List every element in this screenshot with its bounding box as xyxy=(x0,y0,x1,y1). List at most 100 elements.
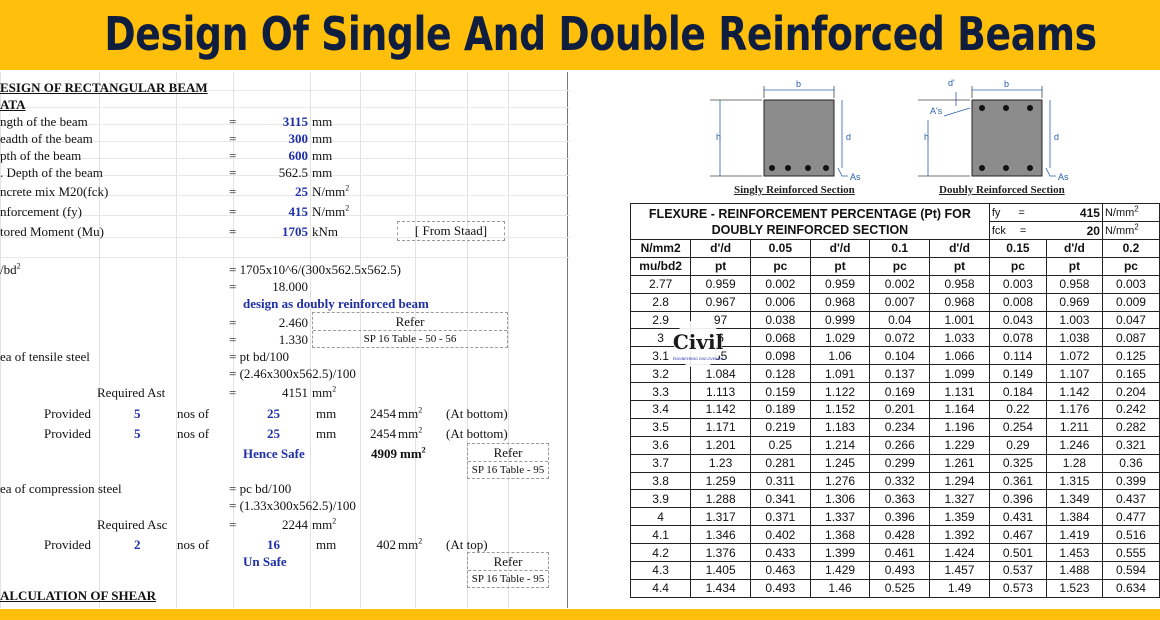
header-cell: N/mm2 xyxy=(629,239,692,258)
bar-diameter: 25 xyxy=(267,406,280,421)
nos-of: nos of xyxy=(177,406,210,421)
table-cell: 0.098 xyxy=(749,346,811,366)
table-cell: 0.594 xyxy=(1101,561,1160,580)
equals: = xyxy=(229,148,237,163)
table-cell: 1.399 xyxy=(809,543,871,563)
mu-bd2-cell: 3.4 xyxy=(629,400,692,419)
table-cell: 1.176 xyxy=(1045,400,1103,419)
table-cell: 1.46 xyxy=(809,578,871,598)
table-cell: 0.431 xyxy=(988,507,1047,527)
table-cell: 1.457 xyxy=(929,561,990,580)
table-cell: 1.376 xyxy=(690,543,751,563)
table-cell: 1.214 xyxy=(809,435,871,455)
table-cell: 1.113 xyxy=(690,382,751,402)
table-cell: 0.493 xyxy=(749,578,811,598)
table-cell: 1.405 xyxy=(690,561,751,580)
refer-label: Refer xyxy=(468,444,548,462)
header-cell: d'/d xyxy=(1045,239,1103,258)
row-line xyxy=(0,72,570,91)
dim-b: b xyxy=(1004,79,1009,89)
header-cell: 0.1 xyxy=(869,239,931,258)
header-cell: d'/d xyxy=(809,239,871,258)
table-cell: 1.315 xyxy=(1045,471,1103,491)
pc-value: 1.330 xyxy=(278,332,308,347)
table-cell: 1.327 xyxy=(929,489,990,509)
table-cell: 1.033 xyxy=(929,328,990,348)
fck-label: fck xyxy=(991,224,1006,237)
beam-design-sheet: ESIGN OF RECTANGULAR BEAM ATA ngth of th… xyxy=(0,72,570,608)
length-value: 3115 xyxy=(282,114,308,129)
eff-depth-value: 562.5 xyxy=(278,165,308,180)
table-cell: 1.229 xyxy=(929,435,990,455)
table-cell: 1.201 xyxy=(690,435,751,455)
fy-cell: fy = xyxy=(988,203,1047,222)
table-cell: 0.068 xyxy=(749,328,811,348)
header-cell: pc xyxy=(1101,256,1160,276)
staad-note: [ From Staad] xyxy=(397,221,505,241)
mu-bd2-cell: 3.7 xyxy=(629,453,692,473)
doubly-note: design as doubly reinforced beam xyxy=(243,296,429,311)
unit-mm2: mm2 xyxy=(312,384,337,400)
unit: mm xyxy=(312,148,333,163)
moment-value: 1705 xyxy=(282,224,308,239)
table-cell: 0.038 xyxy=(749,310,811,330)
table-cell: 0.959 xyxy=(809,274,871,294)
header-cell: pt xyxy=(690,256,751,276)
provided-label: Provided xyxy=(44,426,91,441)
table-cell: 0.36 xyxy=(1101,453,1160,473)
table-cell: 1.259 xyxy=(690,471,751,491)
header-cell: pt xyxy=(809,256,871,276)
table-cell: 1.368 xyxy=(809,525,871,545)
mu-bd2-cell: 4.2 xyxy=(629,543,692,563)
unit-mm2: mm2 xyxy=(400,445,426,461)
table-cell: 0.006 xyxy=(749,292,811,312)
equals: = xyxy=(229,315,237,330)
table-cell: 1.261 xyxy=(929,453,990,473)
table-cell: 1.359 xyxy=(929,507,990,527)
table-row: 3.7 1.23 0.281 1.245 0.299 1.261 0.325 1.28 0.36 xyxy=(629,453,1160,473)
table-cell: 0.402 xyxy=(749,525,811,545)
table-cell: 0.165 xyxy=(1101,364,1160,384)
fy-label: fy xyxy=(991,206,1001,219)
breadth-label: eadth of the beam xyxy=(0,131,93,146)
row-line xyxy=(0,142,570,159)
table-cell: 0.396 xyxy=(869,507,931,527)
table-cell: 1.488 xyxy=(1045,561,1103,580)
unit-mm2: mm2 xyxy=(312,516,337,532)
singly-caption: Singly Reinforced Section xyxy=(734,184,855,196)
compression-formula: = pc bd/100 xyxy=(229,481,292,496)
nos-of: nos of xyxy=(177,537,210,552)
table-cell: 0.078 xyxy=(988,328,1047,348)
dim-d: d xyxy=(1054,132,1059,142)
mu-bd2-cell: 4.4 xyxy=(629,578,692,598)
location: (At top) xyxy=(446,537,488,552)
table-cell: 1.038 xyxy=(1045,328,1103,348)
table-cell: 1.066 xyxy=(929,346,990,366)
fck-unit: N/mm2 xyxy=(1101,221,1160,240)
table-cell: 0.242 xyxy=(1101,400,1160,419)
unit: mm xyxy=(312,165,333,180)
table-cell: 0.234 xyxy=(869,417,931,437)
page-title: Design Of Single And Double Reinforced B… xyxy=(104,7,1097,61)
header-cell: mu/bd2 xyxy=(629,256,692,276)
breadth-value: 300 xyxy=(288,131,309,146)
row-line xyxy=(0,216,570,238)
grid-line xyxy=(233,72,234,608)
equals: = xyxy=(229,204,237,219)
table-cell: 0.043 xyxy=(988,310,1047,330)
mu-bd2-cell: 3.9 xyxy=(629,489,692,509)
table-cell: 0.281 xyxy=(749,453,811,473)
table-cell: 1.346 xyxy=(690,525,751,545)
table-cell: 1.142 xyxy=(690,400,751,419)
mu-bd2-cell: 2.9 xyxy=(629,310,692,330)
bar-diameter: 16 xyxy=(267,537,280,552)
table-cell: 1.099 xyxy=(929,364,990,384)
table-cell: 0.137 xyxy=(869,364,931,384)
equals: = xyxy=(229,332,237,347)
table-cell: 0.968 xyxy=(809,292,871,312)
unit: mm xyxy=(316,537,337,552)
table-header-row: N/mm2 d'/d 0.05 d'/d 0.1 d'/d 0.15 d'/d … xyxy=(629,239,1160,258)
refer-source: SP 16 Table - 95 xyxy=(471,464,545,476)
table-cell: 0.341 xyxy=(749,489,811,509)
mu-bd2-cell: 3.8 xyxy=(629,471,692,491)
